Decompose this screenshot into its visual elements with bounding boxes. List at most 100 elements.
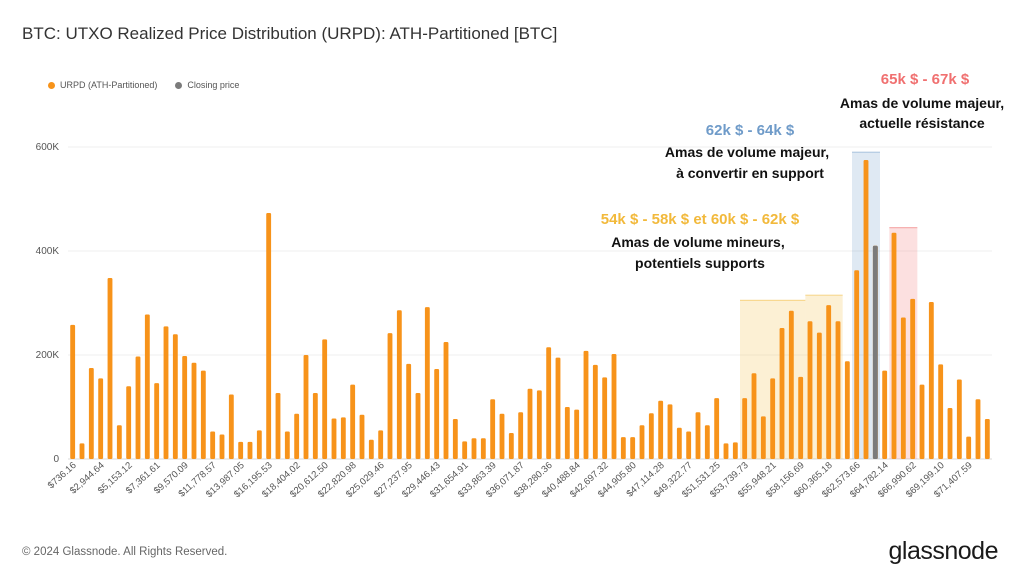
glassnode-logo: glassnode <box>888 537 999 565</box>
annotation-resistance: 65k $ - 67k $ Amas de volume majeur, act… <box>840 71 1004 131</box>
urpd-bar <box>816 332 822 459</box>
urpd-bar <box>984 418 990 459</box>
urpd-bar <box>966 436 972 459</box>
y-tick-label: 0 <box>53 454 59 465</box>
urpd-bar <box>424 307 430 459</box>
urpd-bar <box>434 369 440 459</box>
annotation-support: 62k $ - 64k $ Amas de volume majeur, à c… <box>665 122 829 181</box>
urpd-bar <box>667 404 673 459</box>
urpd-bar <box>751 373 757 459</box>
urpd-bar <box>462 441 468 459</box>
closing-price-bar <box>872 245 878 459</box>
urpd-bar <box>648 413 654 459</box>
urpd-bar <box>798 376 804 459</box>
urpd-bar <box>107 278 113 459</box>
urpd-bar <box>900 317 906 459</box>
urpd-bar <box>620 437 626 459</box>
urpd-bar <box>807 321 813 459</box>
bars <box>70 160 990 459</box>
annotation-minor-supports: 54k $ - 58k $ et 60k $ - 62k $ Amas de v… <box>601 211 800 271</box>
urpd-bar <box>947 408 953 459</box>
urpd-bar <box>378 430 384 459</box>
urpd-bar <box>854 270 860 459</box>
urpd-bar <box>891 232 897 459</box>
urpd-bar <box>527 388 533 459</box>
urpd-bar <box>340 417 346 459</box>
urpd-bar <box>639 425 645 459</box>
x-axis-labels: $736.16$2,944.64$5,153.12$7,361.61$9,570… <box>46 460 975 500</box>
annotation-support-line-1: Amas de volume majeur, <box>665 144 829 160</box>
urpd-bar <box>658 400 664 459</box>
urpd-bar <box>788 310 794 459</box>
urpd-bar <box>490 399 496 459</box>
y-tick-label: 600K <box>36 142 60 153</box>
urpd-bar <box>770 378 776 459</box>
urpd-bar <box>144 314 150 459</box>
urpd-bar <box>275 392 281 459</box>
urpd-bar <box>135 356 141 459</box>
annotation-support-heading: 62k $ - 64k $ <box>706 122 795 139</box>
urpd-bar <box>294 413 300 459</box>
urpd-bar <box>70 324 76 459</box>
urpd-bar <box>826 305 832 459</box>
urpd-bar <box>499 413 505 459</box>
urpd-bar <box>835 321 841 459</box>
urpd-bar <box>98 378 104 459</box>
urpd-bar <box>863 160 869 459</box>
urpd-bar <box>508 433 514 459</box>
urpd-bar <box>219 434 225 459</box>
legend-swatch-closing-price <box>175 81 183 89</box>
annotation-support-line-2: à convertir en support <box>676 165 824 181</box>
urpd-bar <box>676 427 682 459</box>
urpd-bar <box>546 347 552 459</box>
urpd-bar <box>536 390 542 459</box>
urpd-bar <box>256 430 262 459</box>
legend-item-urpd[interactable]: URPD (ATH-Partitioned) <box>48 80 157 90</box>
urpd-bar <box>238 441 244 459</box>
urpd-bar <box>116 425 122 459</box>
legend-swatch-urpd <box>48 81 55 89</box>
urpd-bar <box>611 353 617 459</box>
urpd-bar <box>928 301 934 459</box>
legend-label-urpd: URPD (ATH-Partitioned) <box>60 80 158 90</box>
urpd-bar <box>760 416 766 459</box>
urpd-bar <box>396 310 402 459</box>
urpd-bar <box>779 327 785 459</box>
chart-title: BTC: UTXO Realized Price Distribution (U… <box>22 24 558 43</box>
urpd-bar <box>882 370 888 459</box>
legend-label-closing-price: Closing price <box>187 80 240 90</box>
urpd-bar <box>79 443 85 459</box>
urpd-bar <box>518 412 524 459</box>
urpd-bar <box>592 364 598 459</box>
annotation-resistance-line-1: Amas de volume majeur, <box>840 95 1004 111</box>
urpd-bar <box>704 425 710 459</box>
urpd-bar <box>732 442 738 459</box>
y-tick-label: 200K <box>36 350 60 361</box>
urpd-bar <box>975 399 981 459</box>
copyright: © 2024 Glassnode. All Rights Reserved. <box>22 546 228 558</box>
annotation-minor-line-2: potentiels supports <box>635 255 765 271</box>
annotation-minor-line-1: Amas de volume mineurs, <box>611 234 785 250</box>
urpd-bar <box>322 339 328 459</box>
annotation-resistance-heading: 65k $ - 67k $ <box>881 71 970 88</box>
urpd-bar <box>387 333 393 459</box>
urpd-bar <box>191 362 197 459</box>
urpd-bar <box>574 409 580 459</box>
urpd-bar <box>284 431 290 459</box>
urpd-bar <box>583 350 589 459</box>
urpd-bar <box>88 368 94 459</box>
urpd-bar <box>312 392 318 459</box>
annotation-resistance-line-2: actuelle résistance <box>859 115 985 131</box>
urpd-bar <box>182 356 188 459</box>
urpd-bar <box>910 298 916 459</box>
urpd-bar <box>471 438 477 459</box>
legend-item-closing-price[interactable]: Closing price <box>175 80 239 90</box>
urpd-bar <box>443 342 449 459</box>
urpd-bar <box>714 398 720 459</box>
urpd-bar <box>406 363 412 459</box>
urpd-bar <box>247 441 253 459</box>
urpd-bar <box>303 355 309 459</box>
urpd-bar <box>368 439 374 459</box>
y-tick-label: 400K <box>36 246 60 257</box>
